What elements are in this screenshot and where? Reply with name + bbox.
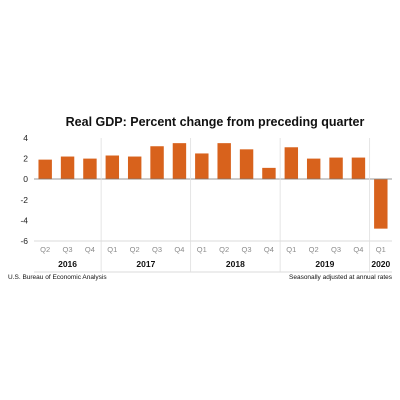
bar — [306, 158, 321, 180]
x-tick-label: Q1 — [107, 245, 117, 254]
y-tick-label: -6 — [20, 236, 28, 246]
y-tick-label: 4 — [23, 133, 28, 143]
bar-series — [38, 143, 388, 229]
y-tick-label: 2 — [23, 154, 28, 164]
x-tick-label: Q2 — [219, 245, 229, 254]
y-axis: 4 2 0 -2 -4 -6 — [20, 133, 28, 246]
x-tick-label: Q1 — [197, 245, 207, 254]
y-tick-label: -2 — [20, 195, 28, 205]
bar — [262, 167, 276, 180]
x-tick-label: Q3 — [331, 245, 341, 254]
bar — [351, 157, 366, 180]
bar — [329, 157, 343, 180]
x-tick-label: Q3 — [152, 245, 162, 254]
x-tick-label: Q4 — [264, 245, 274, 254]
bar — [195, 153, 209, 180]
bar — [38, 159, 52, 180]
bar — [127, 156, 142, 180]
x-axis: Q2 Q3 Q4 Q1 Q2 Q3 Q4 Q1 Q2 Q3 Q4 Q1 Q2 Q3 Q4 Q1 2016 2017… — [34, 138, 392, 273]
x-tick-label: Q3 — [242, 245, 252, 254]
year-label: 2019 — [315, 259, 334, 269]
x-tick-label: Q1 — [286, 245, 296, 254]
chart-title: Real GDP: Percent change from preceding … — [66, 115, 365, 129]
x-tick-label: Q4 — [85, 245, 95, 254]
bar — [374, 179, 388, 229]
x-tick-label: Q2 — [309, 245, 319, 254]
y-tick-label: -4 — [20, 215, 28, 225]
source-note: U.S. Bureau of Economic Analysis — [8, 274, 107, 281]
bar — [105, 155, 120, 180]
year-label: 2016 — [58, 259, 77, 269]
x-tick-label: Q3 — [63, 245, 73, 254]
bar — [239, 149, 254, 180]
year-label: 2017 — [136, 259, 155, 269]
bar — [284, 147, 299, 180]
bar — [60, 156, 75, 180]
bar — [172, 143, 187, 180]
x-tick-label: Q2 — [130, 245, 140, 254]
rate-note: Seasonally adjusted at annual rates — [289, 274, 393, 281]
x-tick-label: Q2 — [40, 245, 50, 254]
x-tick-label: Q1 — [376, 245, 386, 254]
year-label: 2018 — [226, 259, 245, 269]
x-tick-label: Q4 — [353, 245, 363, 254]
y-tick-label: 0 — [23, 174, 28, 184]
bar — [150, 146, 164, 180]
year-label: 2020 — [371, 259, 390, 269]
bar — [217, 143, 231, 180]
bar — [83, 158, 97, 180]
x-tick-label: Q4 — [174, 245, 184, 254]
